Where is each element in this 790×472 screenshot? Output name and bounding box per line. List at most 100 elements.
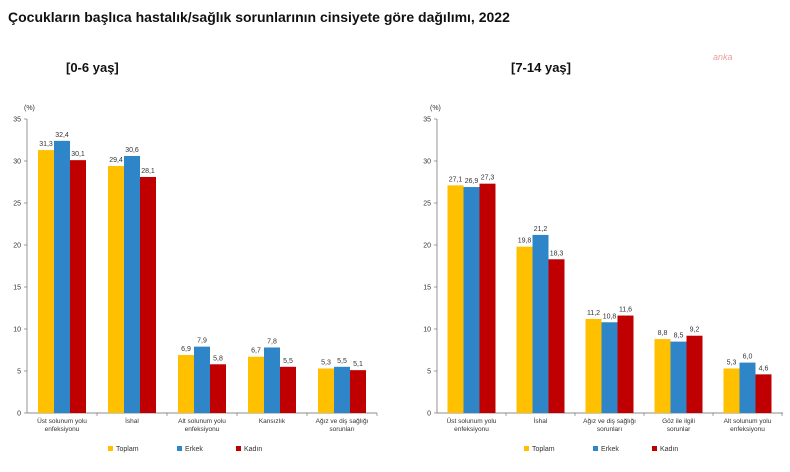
y-tick-label: 0 [427, 411, 431, 418]
data-label: 27,1 [449, 176, 463, 183]
category-label: Üst solunum yolu [37, 417, 87, 425]
data-label: 6,0 [743, 354, 753, 361]
legend-swatch-toplam [108, 446, 113, 451]
panel-title-7-14: [7-14 yaş] [511, 60, 571, 75]
data-label: 5,3 [727, 359, 737, 366]
data-label: 8,8 [658, 330, 668, 337]
category-label: enfeksiyonu [185, 426, 220, 433]
data-label: 8,5 [674, 333, 684, 340]
data-label: 26,9 [465, 178, 479, 185]
data-label: 32,4 [55, 132, 69, 139]
bar-kadin [210, 364, 226, 413]
bar-kadin [140, 176, 156, 413]
bar-erkek [739, 362, 756, 413]
bar-kadin [350, 370, 366, 413]
watermark: anka [713, 52, 733, 62]
y-tick-label: 15 [13, 285, 21, 292]
category-label: sorunları [329, 426, 354, 433]
data-label: 6,7 [251, 348, 261, 355]
y-axis-unit: (%) [430, 105, 441, 112]
data-label: 7,9 [197, 338, 207, 345]
category-label: Ağız ve diş sağlığı [316, 418, 369, 425]
bar-toplam [38, 150, 54, 413]
bar-kadin [548, 259, 565, 413]
data-label: 30,6 [125, 147, 139, 154]
chart-panel-0: (%) 0 5 10 15 20 25 30 35 31,332,4 30,1 Üst solunum… [13, 105, 378, 453]
category-label: İshal [125, 416, 139, 425]
legend-swatch-erkek [177, 446, 182, 451]
bar-toplam [318, 368, 334, 413]
category-label: Göz ile ilgili [662, 418, 695, 425]
y-tick-label: 25 [13, 201, 21, 208]
bar-erkek [601, 322, 618, 413]
y-tick-label: 30 [423, 159, 431, 166]
data-label: 28,1 [141, 168, 155, 175]
data-label: 9,2 [690, 327, 700, 334]
category-label: sorunları [597, 426, 622, 433]
legend-swatch-toplam [524, 446, 529, 451]
y-tick-label: 20 [13, 243, 21, 250]
legend-label: Toplam [116, 446, 139, 453]
data-label: 11,6 [619, 307, 632, 314]
data-label: 10,8 [603, 313, 617, 320]
bar-erkek [532, 234, 549, 413]
bar-erkek [54, 140, 70, 413]
legend-swatch-erkek [593, 446, 598, 451]
y-tick-label: 35 [423, 117, 431, 124]
bar-erkek [264, 347, 280, 413]
category-label: Üst solunum yolu [447, 417, 497, 425]
y-tick-label: 5 [17, 369, 21, 376]
y-tick-label: 20 [423, 243, 431, 250]
data-label: 29,4 [109, 157, 123, 164]
data-label: 5,5 [337, 358, 347, 365]
panel-title-0-6: [0-6 yaş] [66, 60, 119, 75]
bar-kadin [70, 160, 86, 413]
y-tick-label: 5 [427, 369, 431, 376]
chart-panel-1: (%) 0 5 10 15 20 25 30 35 27,1 26,9 27,3 Üst solunum… [423, 105, 783, 453]
data-label: 4,6 [759, 365, 769, 372]
data-label: 5,1 [353, 361, 363, 368]
data-label: 30,1 [71, 151, 85, 158]
bar-toplam [248, 356, 264, 413]
legend-label: Kadın [660, 446, 678, 453]
y-axis-unit: (%) [24, 105, 35, 112]
legend-label: Kadın [244, 446, 262, 453]
bar-toplam [447, 185, 464, 413]
y-tick-label: 15 [423, 285, 431, 292]
bar-toplam [516, 246, 533, 413]
legend-label: Toplam [532, 446, 555, 453]
data-label: 5,8 [213, 355, 223, 362]
data-label: 27,3 [481, 175, 495, 182]
bar-erkek [334, 366, 350, 413]
bar-toplam [108, 166, 124, 413]
bar-kadin [755, 374, 772, 413]
y-tick-label: 10 [13, 327, 21, 334]
category-label: Alt solunum yolu [724, 418, 772, 425]
category-label: enfeksiyonu [45, 426, 80, 433]
data-label: 31,3 [39, 141, 53, 148]
data-label: 18,3 [550, 250, 564, 257]
y-tick-label: 0 [17, 411, 21, 418]
bar-kadin [617, 315, 634, 413]
bar-kadin [479, 183, 496, 413]
data-label: 5,3 [321, 359, 331, 366]
data-label: 6,9 [181, 346, 191, 353]
category-label: enfeksiyonu [454, 426, 489, 433]
category-label: Alt solunum yolu [178, 418, 226, 425]
bar-toplam [723, 368, 740, 413]
category-label: sorunlar [667, 426, 691, 433]
bar-toplam [178, 355, 194, 413]
legend-label: Erkek [185, 446, 203, 453]
bar-kadin [686, 335, 703, 413]
data-label: 5,5 [283, 358, 293, 365]
category-label: Ağız ve diş sağlığı [583, 418, 636, 425]
category-label: Kansızlık [259, 418, 286, 425]
data-label: 21,2 [534, 226, 548, 233]
y-tick-label: 10 [423, 327, 431, 334]
category-label: İshal [534, 416, 548, 425]
bar-erkek [194, 346, 210, 413]
bar-toplam [585, 318, 602, 413]
data-label: 19,8 [518, 238, 532, 245]
bar-toplam [654, 339, 671, 413]
